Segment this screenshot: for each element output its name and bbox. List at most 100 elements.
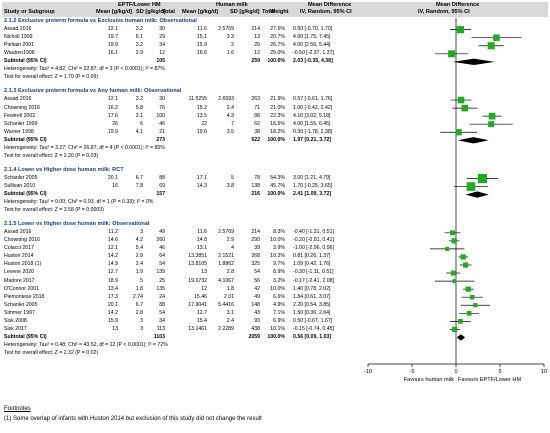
mean-1: 17.3 — [107, 293, 118, 300]
total-2: 43 — [254, 309, 260, 316]
effect-ci: 0.50 [-0.67, 1.67] — [293, 317, 333, 324]
study-name: Huston 2018 (1) — [4, 261, 42, 268]
column-header: Mean [g/kg/d] — [96, 9, 133, 15]
effect-square — [466, 182, 476, 191]
sd-2: 2.01 — [223, 293, 234, 300]
study-name: Fewtrell 2002 — [4, 112, 36, 119]
overall-effect-text: Test for overall effect: Z = 1.70 (P = 0… — [4, 74, 99, 81]
study-name: Schanler 1999 — [4, 120, 38, 127]
study-name: Schanler 2005 — [4, 301, 38, 308]
total-1: 25 — [159, 277, 165, 284]
total-1: 46 — [159, 120, 165, 127]
effect-square — [463, 262, 469, 268]
mean-2: 17.9041 — [188, 301, 207, 308]
mean-2: 14.3 — [196, 182, 207, 189]
study-name: Chowning 2016 — [4, 237, 41, 244]
total-2: 39 — [254, 245, 260, 252]
weight: 27.6% — [270, 26, 285, 33]
subtotal-total-2: 522 — [251, 136, 260, 143]
sd-2: 2 — [231, 42, 234, 49]
subtotal-total-2: 2059 — [248, 333, 260, 340]
subtotal-total-1: 105 — [156, 58, 165, 65]
x-tick-label: 10 — [541, 369, 547, 375]
x-tick-label: 0 — [454, 369, 457, 375]
column-header: IV, Random, 95% CI — [418, 9, 470, 15]
total-1: 113 — [156, 325, 165, 332]
sd-2: 1.6 — [226, 50, 234, 57]
mean-2: 13.5 — [196, 112, 207, 119]
effect-ci: 1.84 [0.61, 3.07] — [293, 293, 331, 300]
mean-2: 15.1 — [196, 34, 207, 41]
study-name: Pieltain 2001 — [4, 42, 34, 49]
effect-ci: 0.57 [-0.61, 1.76] — [293, 96, 333, 103]
x-tick-label: -10 — [364, 369, 372, 375]
weight: 20.7% — [270, 34, 285, 41]
mean-2: 13.1 — [196, 245, 207, 252]
sd-1: 2.9 — [135, 253, 143, 260]
mean-1: 12.7 — [107, 269, 118, 276]
effect-ci: 1.09 [0.42, 1.76] — [293, 261, 331, 268]
total-2: 20 — [254, 42, 260, 49]
total-1: 88 — [159, 301, 165, 308]
sd-1: 7.8 — [135, 182, 143, 189]
study-name: Assad 2016 — [4, 96, 32, 103]
study-name: Colacci 2017 — [4, 245, 34, 252]
total-1: 76 — [159, 104, 165, 111]
effect-square — [493, 34, 500, 41]
mean-1: 16 — [112, 182, 118, 189]
sd-1: 3 — [140, 229, 143, 236]
heterogeneity-text: Heterogeneity: Tau² = 0.48; Chi² = 43.52… — [4, 341, 168, 348]
subtotal-total-2: 216 — [251, 191, 260, 197]
sd-2: 2.5769 — [218, 26, 234, 33]
effect-ci: 1.70 [-0.25, 3.65] — [293, 182, 333, 189]
group2-header: Human milk — [216, 2, 248, 8]
weight: 9.7% — [273, 261, 285, 268]
effect-ci: 4.60 [1.75, 7.45] — [293, 34, 331, 41]
column-header: Total — [262, 9, 275, 15]
mean-1: 12.1 — [107, 245, 118, 252]
effect-ci: 0.30 [-1.78, 2.38] — [293, 128, 333, 135]
mean-2: 11.5255 — [188, 96, 207, 103]
subtotal-total-1: 1103 — [153, 333, 165, 340]
subtotal-label: Subtotal (95% CI) — [4, 333, 47, 340]
mean-1: 19.9 — [107, 42, 118, 49]
total-2: 78 — [254, 174, 260, 181]
total-1: 49 — [159, 229, 165, 236]
total-1: 88 — [159, 174, 165, 181]
sd-1: 6.1 — [135, 34, 143, 41]
heterogeneity-text: Heterogeneity: Tau² = 0.00; Chi² = 0.93,… — [4, 199, 154, 206]
effect-square — [456, 26, 464, 34]
column-header: Study or Subgroup — [4, 9, 55, 15]
sd-2: 2.1521 — [218, 253, 234, 260]
total-1: 29 — [159, 34, 165, 41]
sd-2: 1.8862 — [218, 261, 234, 268]
effect-square — [465, 286, 471, 292]
sd-1: 3.2 — [135, 26, 143, 33]
mean-1: 14.2 — [107, 309, 118, 316]
sd-1: 3 — [140, 325, 143, 332]
column-header: IV, Random, 95% CI — [300, 9, 352, 15]
sd-2: 2.2289 — [218, 325, 234, 332]
subtotal-ci: 0.56 [0.09, 1.03] — [293, 333, 332, 340]
study-name: Schanler 2005 — [4, 174, 38, 181]
study-name: Assad 2016 — [4, 229, 32, 236]
total-1: 139 — [156, 269, 165, 276]
mean-2: 19.6 — [196, 128, 207, 135]
total-2: 88 — [254, 112, 260, 119]
study-name: Sisk 2008 — [4, 317, 27, 324]
sd-2: 3.1 — [226, 309, 234, 316]
effect-square — [488, 112, 496, 120]
total-2: 214 — [251, 26, 260, 33]
total-2: 93 — [254, 317, 260, 324]
sd-1: 3.1 — [135, 112, 143, 119]
study-name: Assad 2016 — [4, 26, 32, 33]
total-1: 100 — [156, 112, 165, 119]
total-1: 69 — [159, 182, 165, 189]
total-1: 24 — [159, 293, 165, 300]
subtotal-label: Subtotal (95% CI) — [4, 191, 47, 197]
column-header: SD [g/kg/d] — [230, 9, 260, 15]
total-2: 38 — [254, 128, 260, 135]
sd-2: 3.8 — [226, 182, 234, 189]
weight: 6.9% — [273, 317, 285, 324]
